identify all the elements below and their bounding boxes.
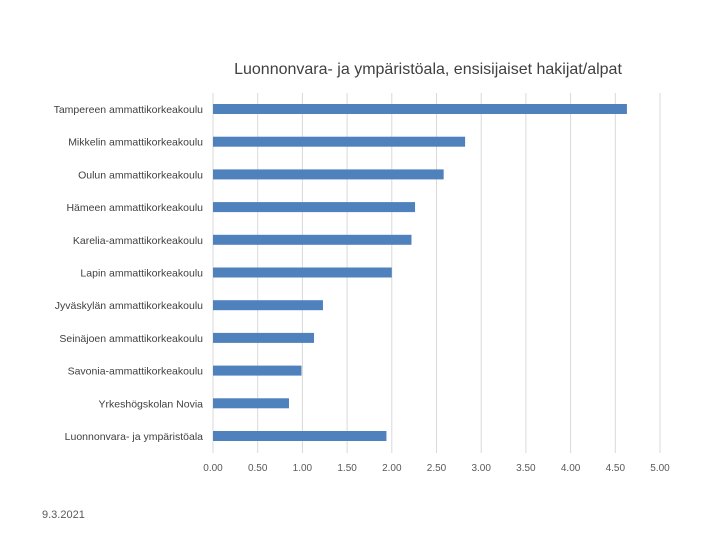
x-tick-label: 2.50	[427, 463, 447, 474]
x-tick-label: 1.00	[293, 463, 313, 474]
category-labels: Tampereen ammattikorkeakoulu Mikkelin amm…	[54, 104, 204, 443]
x-tick-label: 5.00	[650, 463, 670, 474]
category-label: Seinäjoen ammattikorkeakoulu	[59, 333, 203, 345]
x-tick-label: 4.00	[561, 463, 581, 474]
category-label: Mikkelin ammattikorkeakoulu	[68, 137, 203, 149]
category-label: Jyväskylän ammattikorkeakoulu	[55, 300, 203, 312]
x-tick-label: 3.50	[516, 463, 536, 474]
category-label: Hämeen ammattikorkeakoulu	[66, 202, 203, 214]
bar	[213, 332, 315, 343]
category-label: Savonia-ammattikorkeakoulu	[68, 366, 204, 378]
bar	[213, 431, 387, 441]
category-label: Lapin ammattikorkeakoulu	[80, 268, 203, 280]
bar	[213, 202, 416, 213]
category-label: Tampereen ammattikorkeakoulu	[54, 104, 204, 116]
category-label: Yrkeshögskolan Novia	[99, 398, 204, 410]
x-tick-label: 1.50	[337, 463, 357, 474]
category-label: Oulun ammattikorkeakoulu	[78, 169, 203, 181]
bar	[213, 300, 323, 311]
chart-title: Luonnonvara- ja ympäristöala, ensisijais…	[234, 61, 622, 78]
bar	[213, 169, 444, 180]
footer-date: 9.3.2021	[42, 509, 85, 521]
bar	[213, 365, 302, 376]
bar	[213, 398, 289, 409]
x-tick-label: 4.50	[606, 463, 626, 474]
x-tick-label: 0.00	[203, 463, 223, 474]
bar	[213, 234, 412, 245]
bar	[213, 104, 627, 114]
category-label: Luonnonvara- ja ympäristöala	[65, 431, 203, 443]
x-axis-tick-labels: 0.00 0.50 1.00 1.50 2.00 2.50 3.00 3.50 4.00 4.50…	[203, 463, 670, 474]
x-tick-label: 2.00	[382, 463, 402, 474]
x-tick-label: 0.50	[248, 463, 268, 474]
category-label: Karelia-ammattikorkeakoulu	[73, 235, 203, 247]
bar	[213, 136, 466, 147]
bars	[213, 104, 627, 441]
x-tick-label: 3.00	[471, 463, 491, 474]
bar	[213, 267, 392, 278]
